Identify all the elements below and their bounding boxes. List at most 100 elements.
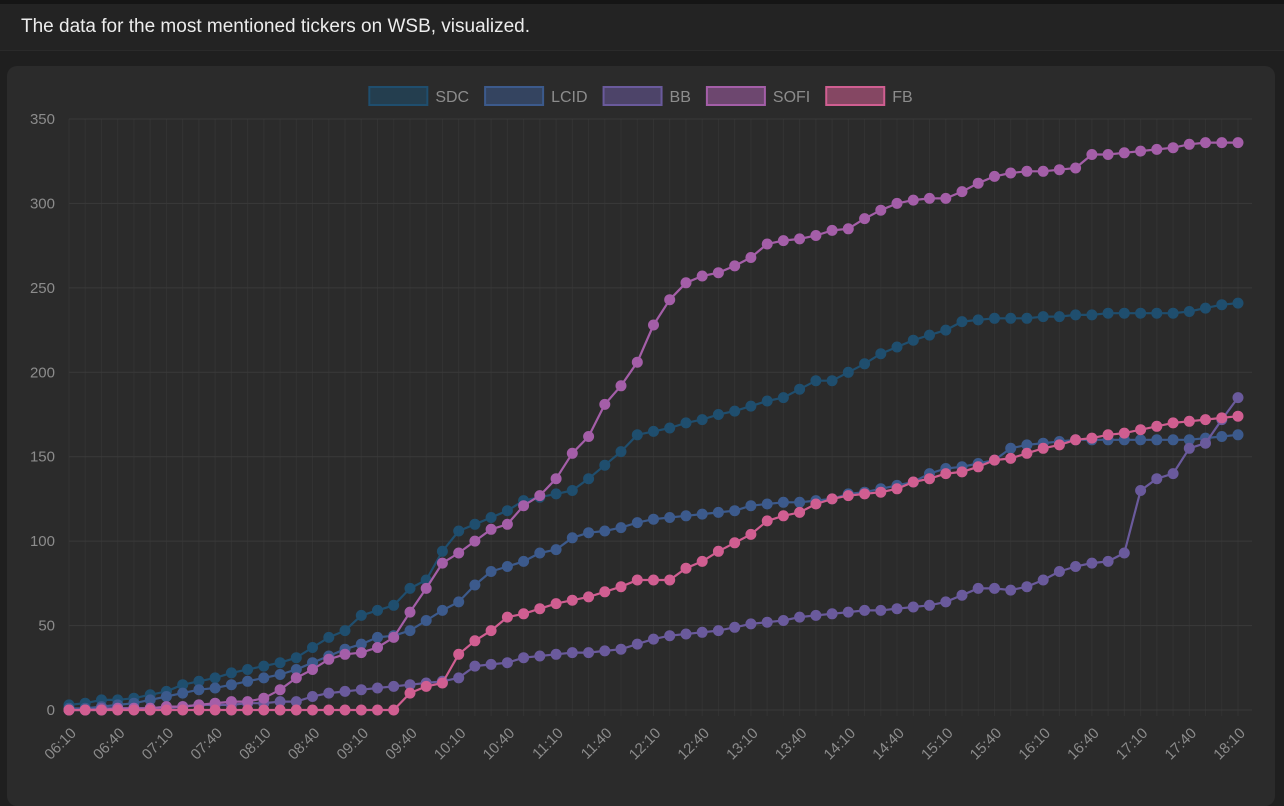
data-point — [777, 392, 789, 404]
data-point — [355, 704, 367, 716]
data-point — [566, 647, 578, 659]
data-point — [826, 608, 838, 620]
legend-swatch — [825, 86, 886, 106]
data-point — [550, 488, 562, 500]
data-point — [1216, 137, 1228, 149]
data-point — [355, 609, 367, 621]
data-point — [566, 594, 578, 606]
data-point — [485, 625, 497, 637]
data-point — [859, 604, 871, 616]
legend-item-sdc: SDC — [368, 86, 469, 106]
data-point — [712, 267, 724, 279]
legend-swatch — [705, 86, 766, 106]
data-point — [209, 672, 221, 684]
data-point — [1151, 434, 1163, 446]
data-point — [1183, 415, 1195, 427]
data-point — [1167, 142, 1179, 154]
data-point — [615, 581, 627, 593]
data-point — [794, 496, 806, 508]
data-point — [1086, 557, 1098, 569]
y-tick-label: 0 — [47, 702, 55, 719]
x-tick-label: 11:10 — [529, 725, 567, 763]
data-point — [160, 691, 172, 702]
data-point — [1135, 145, 1147, 157]
y-tick-label: 50 — [38, 618, 55, 635]
data-point — [485, 523, 497, 535]
data-point — [1070, 309, 1082, 321]
x-axis: 06:10 06:40 07:10 07:40 08:10 08:40 09:10 09:40… — [41, 725, 1249, 764]
data-point — [1021, 581, 1033, 593]
data-point — [680, 510, 692, 522]
data-point — [1102, 307, 1114, 319]
data-point — [1005, 442, 1017, 454]
data-point — [924, 192, 935, 204]
data-point — [1118, 427, 1130, 439]
data-point — [453, 547, 465, 559]
data-point — [420, 582, 432, 594]
data-point — [761, 616, 773, 628]
legend-label: LCID — [551, 89, 587, 106]
data-point — [989, 170, 1000, 182]
data-point — [193, 684, 205, 696]
data-point — [745, 618, 757, 630]
data-point — [583, 473, 595, 485]
data-point — [372, 642, 383, 653]
data-point — [339, 625, 351, 637]
data-point — [323, 631, 335, 643]
data-point — [1118, 147, 1130, 159]
data-point — [534, 650, 546, 662]
data-point — [1102, 429, 1114, 441]
legend-item-lcid: LCID — [484, 86, 588, 106]
data-point — [664, 630, 676, 642]
data-point — [1070, 561, 1082, 572]
data-point — [712, 506, 724, 518]
data-point — [469, 535, 481, 547]
data-point — [372, 631, 383, 643]
data-point — [339, 685, 351, 697]
data-point — [1232, 429, 1244, 441]
data-point — [469, 635, 481, 647]
data-point — [842, 366, 854, 378]
x-tick-label: 13:10 — [723, 725, 762, 764]
data-point — [436, 677, 448, 689]
data-point — [940, 468, 952, 480]
legend-label: FB — [892, 89, 912, 106]
data-point — [534, 490, 546, 502]
x-tick-label: 12:10 — [626, 725, 665, 764]
data-point — [323, 653, 335, 665]
data-point — [696, 270, 708, 282]
data-point — [518, 500, 530, 512]
data-point — [1232, 410, 1244, 422]
data-point — [274, 684, 286, 696]
data-point — [453, 525, 465, 537]
data-point — [388, 599, 400, 611]
data-point — [956, 316, 968, 328]
x-tick-label: 07:10 — [139, 725, 178, 764]
data-point — [242, 664, 254, 675]
data-point — [1183, 306, 1195, 317]
data-point — [940, 192, 952, 204]
data-point — [696, 555, 708, 567]
data-point — [972, 314, 984, 326]
data-point — [907, 334, 919, 346]
data-point — [1135, 424, 1147, 436]
x-tick-label: 11:40 — [578, 725, 616, 763]
data-point — [1037, 165, 1049, 177]
data-point — [1037, 574, 1049, 586]
legend-item-bb: BB — [602, 86, 691, 106]
data-point — [956, 186, 968, 198]
data-point — [1118, 547, 1130, 559]
x-tick-label: 10:10 — [431, 725, 470, 764]
data-point — [631, 517, 643, 529]
data-point — [729, 260, 741, 272]
x-tick-label: 15:40 — [967, 725, 1006, 764]
data-point — [1135, 434, 1147, 446]
data-point — [436, 604, 448, 616]
x-tick-label: 13:40 — [772, 725, 811, 764]
y-tick-label: 200 — [30, 364, 55, 381]
x-tick-label: 14:10 — [821, 725, 860, 764]
data-point — [648, 319, 659, 331]
data-point — [875, 486, 887, 498]
grid-layer — [68, 118, 1252, 716]
y-tick-label: 350 — [30, 111, 55, 128]
